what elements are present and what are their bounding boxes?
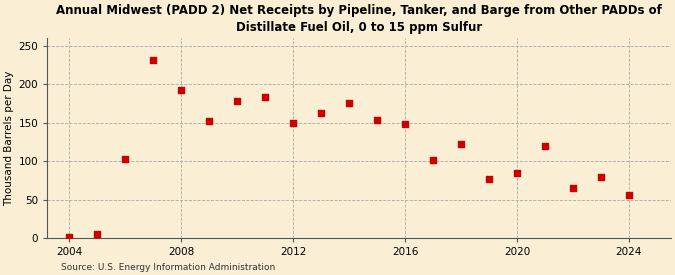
- Point: [64, 234, 75, 239]
- Point: [260, 94, 271, 99]
- Point: [539, 144, 550, 148]
- Title: Annual Midwest (PADD 2) Net Receipts by Pipeline, Tanker, and Barge from Other P: Annual Midwest (PADD 2) Net Receipts by …: [56, 4, 662, 34]
- Point: [204, 119, 215, 123]
- Point: [400, 122, 410, 127]
- Point: [92, 232, 103, 236]
- Point: [232, 99, 243, 103]
- Point: [288, 121, 298, 126]
- Point: [344, 101, 354, 106]
- Point: [120, 157, 131, 161]
- Point: [456, 142, 466, 146]
- Text: Source: U.S. Energy Information Administration: Source: U.S. Energy Information Administ…: [61, 263, 275, 272]
- Point: [483, 177, 494, 181]
- Point: [428, 158, 439, 163]
- Point: [176, 88, 187, 93]
- Point: [148, 57, 159, 62]
- Point: [624, 193, 634, 197]
- Point: [512, 171, 522, 176]
- Point: [372, 117, 383, 122]
- Point: [595, 175, 606, 180]
- Point: [568, 186, 578, 190]
- Point: [316, 111, 327, 115]
- Y-axis label: Thousand Barrels per Day: Thousand Barrels per Day: [4, 70, 14, 206]
